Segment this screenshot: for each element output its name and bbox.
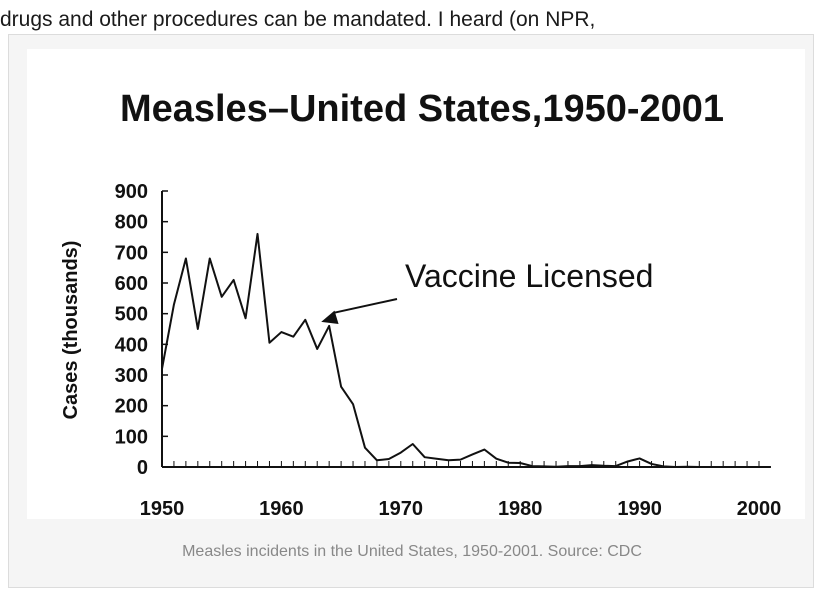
y-tick-label: 0	[137, 457, 148, 479]
y-tick-label: 400	[115, 334, 148, 356]
chart-title: Measles–United States,1950-2001	[120, 88, 724, 130]
x-tick-label: 2000	[737, 498, 782, 519]
y-tick-label: 800	[115, 212, 148, 234]
annotation-arrowhead	[321, 310, 339, 324]
x-tick-label: 1990	[617, 498, 662, 519]
y-tick-label: 500	[115, 304, 148, 326]
x-tick-label: 1950	[140, 498, 185, 519]
figure-caption: Measles incidents in the United States, …	[182, 543, 642, 560]
y-tick-label: 700	[115, 242, 148, 264]
x-tick-label: 1970	[379, 498, 424, 519]
chart-annotation: Vaccine Licensed	[321, 258, 653, 324]
x-tick-label: 1980	[498, 498, 543, 519]
figure-container: Measles–United States,1950-2001 Cases (t…	[8, 34, 814, 588]
y-tick-label: 900	[115, 181, 148, 203]
annotation-arrow	[333, 298, 398, 314]
x-tick-label: 1960	[259, 498, 304, 519]
y-tick-label: 200	[115, 396, 148, 418]
chart-axes: 0 100 200 300 400 500 600 700 800 900 1950 1960 1970…	[115, 181, 782, 520]
y-tick-label: 300	[115, 365, 148, 387]
annotation-label: Vaccine Licensed	[405, 258, 653, 294]
chart-series	[161, 232, 771, 468]
chart-panel: Measles–United States,1950-2001 Cases (t…	[27, 49, 805, 520]
series-line	[161, 232, 771, 468]
article-text-fragment: drugs and other procedures can be mandat…	[0, 8, 596, 31]
y-tick-label: 600	[115, 273, 148, 295]
y-tick-label: 100	[115, 426, 148, 448]
measles-line-chart: Measles–United States,1950-2001 Cases (t…	[60, 88, 782, 520]
y-axis-label: Cases (thousands)	[60, 241, 82, 420]
